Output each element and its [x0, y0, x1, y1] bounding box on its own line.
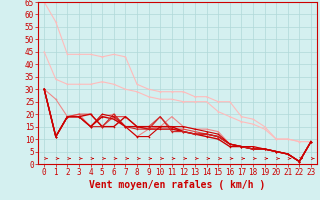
X-axis label: Vent moyen/en rafales ( km/h ): Vent moyen/en rafales ( km/h )	[90, 180, 266, 190]
